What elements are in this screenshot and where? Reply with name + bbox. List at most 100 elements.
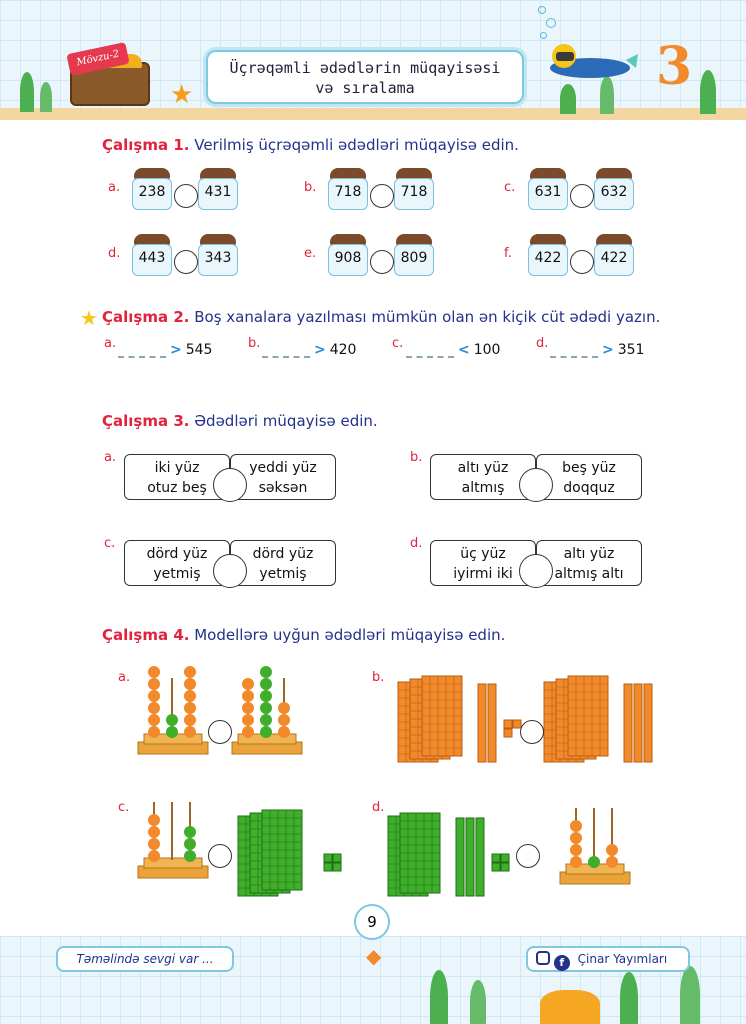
jar-lid [330, 168, 366, 180]
comparison-circle[interactable] [370, 250, 394, 274]
jar-number: 809 [400, 250, 428, 266]
corner-digit: 3 [656, 36, 693, 97]
unit-cube [323, 862, 333, 872]
comparison-circle[interactable] [519, 468, 553, 502]
abacus-model [137, 802, 209, 879]
bubbles-icon [536, 4, 560, 44]
comparison-circle[interactable] [174, 250, 198, 274]
abacus-bead [148, 826, 160, 838]
abacus-bead [588, 856, 600, 868]
abacus-bead [606, 844, 618, 856]
comparison-circle[interactable] [370, 184, 394, 208]
jar-glass [528, 178, 568, 210]
comparison-sign: > [314, 342, 326, 358]
number-word-box: yeddi yüz səksən [230, 454, 336, 500]
jar-number: 631 [534, 184, 562, 200]
number-word-box: beş yüz doqquz [536, 454, 642, 500]
abacus-bead [184, 702, 196, 714]
abacus-bead [260, 702, 272, 714]
exercise-2-label: Çalışma 2. [102, 308, 190, 326]
abacus-model [559, 808, 631, 885]
answer-blank[interactable] [118, 356, 166, 358]
given-number: 351 [617, 342, 645, 358]
comparison-circle[interactable] [208, 844, 232, 868]
seaweed-decoration [700, 70, 716, 114]
abacus-bead [184, 678, 196, 690]
number-jar: 632 [594, 168, 634, 210]
answer-blank[interactable] [406, 356, 454, 358]
abacus-bead [570, 832, 582, 844]
jar-number: 443 [138, 250, 166, 266]
number-jar: 422 [594, 234, 634, 276]
number-word: otuz beş [147, 480, 207, 496]
inequality-row: >420 [262, 342, 356, 358]
comparison-circle[interactable] [519, 554, 553, 588]
abacus-bead [184, 838, 196, 850]
answer-blank[interactable] [262, 356, 310, 358]
base-ten-model [543, 675, 653, 763]
jar-number: 718 [400, 184, 428, 200]
item-letter: d. [536, 336, 549, 351]
seaweed-decoration [680, 966, 700, 1024]
abacus-bead [148, 690, 160, 702]
jar-number: 718 [334, 184, 362, 200]
comparison-circle[interactable] [174, 184, 198, 208]
abacus-bead [570, 820, 582, 832]
comparison-sign: > [170, 342, 182, 358]
jar-number: 908 [334, 250, 362, 266]
abacus-bead [278, 702, 290, 714]
exercise-3-text: Ədədləri müqayisə edin. [194, 412, 378, 430]
ten-rod [455, 817, 465, 897]
number-jar: 431 [198, 168, 238, 210]
ten-rod [633, 683, 643, 763]
inequality-row: <100 [406, 342, 500, 358]
comparison-circle[interactable] [516, 844, 540, 868]
seaweed-decoration [600, 76, 614, 114]
comparison-circle[interactable] [213, 554, 247, 588]
jar-glass [594, 244, 634, 276]
number-word: yetmiş [153, 566, 201, 582]
comparison-circle[interactable] [570, 250, 594, 274]
comparison-circle[interactable] [520, 720, 544, 744]
abacus-bead [260, 666, 272, 678]
jar-number: 422 [534, 250, 562, 266]
number-word: yetmiş [259, 566, 307, 582]
exercise-2-text: Boş xanalara yazılması mümkün olan ən ki… [194, 308, 661, 326]
ten-rod [487, 683, 497, 763]
comparison-circle[interactable] [208, 720, 232, 744]
abacus-bead [260, 690, 272, 702]
answer-blank[interactable] [550, 356, 598, 358]
abacus-bead [260, 726, 272, 738]
number-word: iki yüz [154, 460, 200, 476]
item-letter: c. [104, 536, 116, 551]
given-number: 100 [473, 342, 501, 358]
exercise-3-label: Çalışma 3. [102, 412, 190, 430]
jar-glass [528, 244, 568, 276]
item-letter: d. [108, 246, 121, 261]
number-word-box: altı yüz altmış [430, 454, 536, 500]
jar-glass [198, 244, 238, 276]
abacus-bead [260, 678, 272, 690]
abacus-bead [148, 838, 160, 850]
number-jar: 343 [198, 234, 238, 276]
inequality-row: >351 [550, 342, 644, 358]
jar-glass [394, 178, 434, 210]
item-letter: b. [248, 336, 261, 351]
abacus-bead [278, 726, 290, 738]
abacus-bead [184, 826, 196, 838]
abacus-bead [242, 702, 254, 714]
jar-glass [594, 178, 634, 210]
number-word: üç yüz [460, 546, 506, 562]
jar-number: 431 [204, 184, 232, 200]
base-ten-model [397, 675, 522, 763]
number-word: doqquz [563, 480, 615, 496]
jar-lid [530, 168, 566, 180]
seaweed-decoration [20, 72, 34, 112]
comparison-circle[interactable] [213, 468, 247, 502]
abacus-bead [166, 726, 178, 738]
comparison-circle[interactable] [570, 184, 594, 208]
number-jar: 422 [528, 234, 568, 276]
item-letter: a. [108, 180, 121, 195]
unit-cube [503, 728, 513, 738]
item-letter: c. [392, 336, 404, 351]
